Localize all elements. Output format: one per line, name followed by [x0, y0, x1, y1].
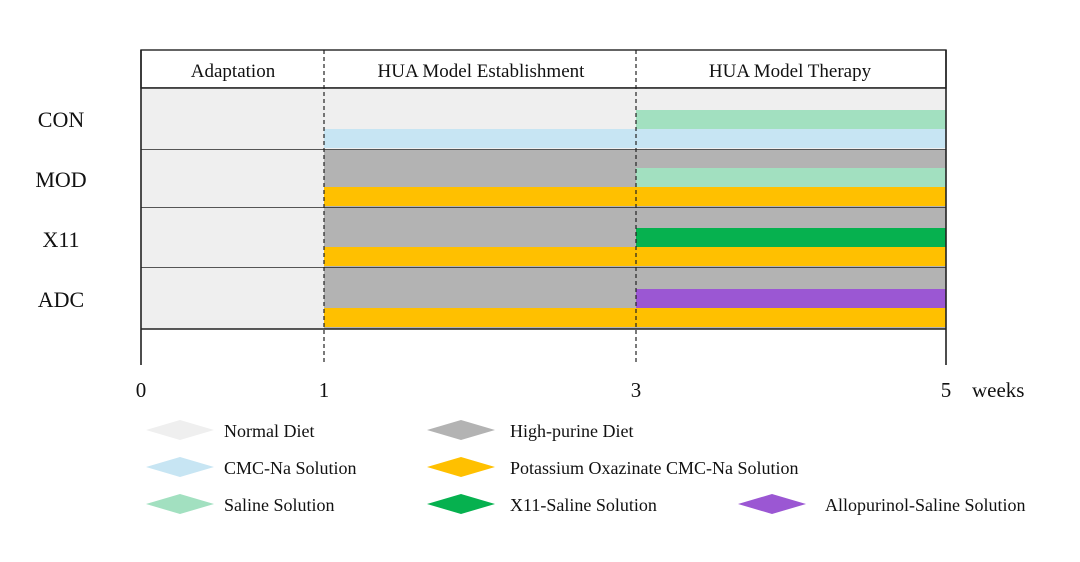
- legend-swatch-x11-saline: [427, 494, 495, 514]
- phase-header-adaptation: Adaptation: [191, 61, 276, 82]
- legend-label-normal-diet: Normal Diet: [224, 421, 314, 441]
- legend-label-high-purine-diet: High-purine Diet: [510, 421, 633, 441]
- phase-headers: Adaptation HUA Model Establishment HUA M…: [191, 61, 872, 82]
- tick-label-5: 5: [941, 378, 952, 402]
- row-adc-upper-bar-0: [636, 289, 946, 308]
- phase-header-establishment: HUA Model Establishment: [378, 61, 586, 82]
- legend-swatch-saline: [146, 494, 214, 514]
- row-x11-lower-bar-0: [324, 247, 946, 266]
- group-label-con: CON: [38, 107, 85, 132]
- row-mod-upper-bar-0: [636, 168, 946, 187]
- row-con-lower-bar-0: [324, 129, 946, 148]
- legend-label-potassium-oxazinate: Potassium Oxazinate CMC-Na Solution: [510, 458, 798, 478]
- tick-label-1: 1: [319, 378, 330, 402]
- row-x11-upper-bar-0: [636, 228, 946, 247]
- legend: Normal Diet High-purine Diet CMC-Na Solu…: [224, 421, 1026, 515]
- timeline-geometry: [140, 49, 947, 514]
- tick-label-0: 0: [136, 378, 147, 402]
- legend-label-saline: Saline Solution: [224, 495, 335, 515]
- group-label-mod: MOD: [35, 167, 86, 192]
- phase-header-therapy: HUA Model Therapy: [709, 61, 872, 82]
- tick-label-3: 3: [631, 378, 642, 402]
- legend-label-x11-saline: X11-Saline Solution: [510, 495, 657, 515]
- row-x11-background-0: [141, 208, 324, 268]
- row-mod-lower-bar-0: [324, 187, 946, 206]
- row-mod-background-0: [141, 150, 324, 208]
- group-labels: CON MOD X11 ADC: [35, 107, 86, 312]
- row-adc-background-0: [141, 268, 324, 329]
- legend-swatch-cmc-na: [146, 457, 214, 477]
- group-label-adc: ADC: [38, 287, 84, 312]
- legend-swatch-allopurinol-saline: [738, 494, 806, 514]
- row-con-upper-bar-0: [636, 110, 946, 129]
- legend-label-allopurinol-saline: Allopurinol-Saline Solution: [825, 495, 1026, 515]
- header-box: [140, 49, 947, 89]
- group-label-x11: X11: [42, 227, 79, 252]
- legend-label-cmc-na: CMC-Na Solution: [224, 458, 357, 478]
- row-adc-lower-bar-0: [324, 308, 946, 327]
- legend-swatch-normal-diet: [146, 420, 214, 440]
- legend-swatch-high-purine-diet: [427, 420, 495, 440]
- axis-tick-labels: 0 1 3 5 weeks: [136, 378, 1025, 402]
- legend-swatch-potassium-oxazinate: [427, 457, 495, 477]
- axis-unit-label: weeks: [972, 378, 1024, 402]
